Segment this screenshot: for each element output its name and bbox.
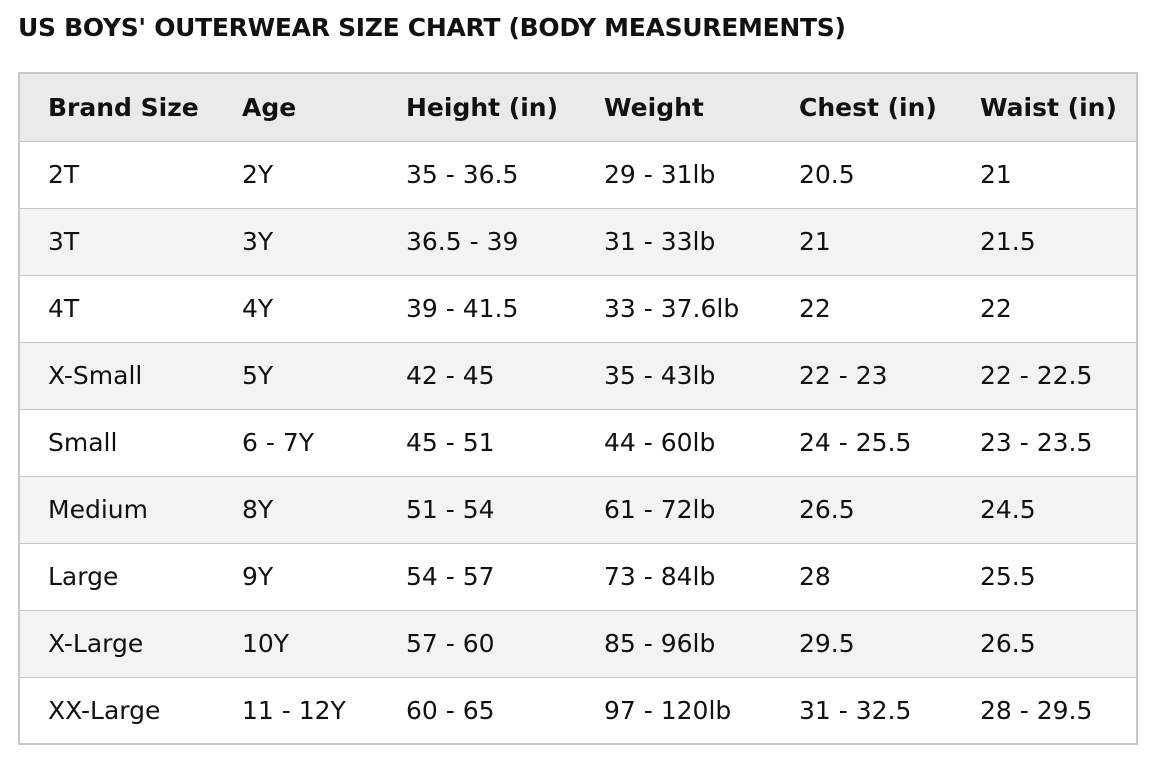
table-cell: 6 - 7Y — [214, 408, 378, 476]
table-cell: 24 - 25.5 — [771, 408, 952, 476]
table-cell: 54 - 57 — [378, 542, 576, 610]
table-cell: 3T — [19, 207, 214, 275]
table-row: X-Large 10Y 57 - 60 85 - 96lb 29.5 26.5 — [19, 609, 1137, 677]
table-cell: 25.5 — [952, 542, 1137, 610]
table-cell: XX-Large — [19, 676, 214, 744]
table-cell: Large — [19, 542, 214, 610]
table-cell: 39 - 41.5 — [378, 274, 576, 342]
table-cell: Medium — [19, 475, 214, 543]
table-cell: 22 - 23 — [771, 341, 952, 409]
header-cell: Brand Size — [19, 72, 214, 141]
table-cell: 31 - 33lb — [576, 207, 771, 275]
header-cell: Chest (in) — [771, 72, 952, 141]
table-row: 2T 2Y 35 - 36.5 29 - 31lb 20.5 21 — [19, 140, 1137, 208]
header-cell: Waist (in) — [952, 72, 1137, 141]
header-cell: Height (in) — [378, 72, 576, 141]
table-row: 4T 4Y 39 - 41.5 33 - 37.6lb 22 22 — [19, 274, 1137, 342]
table-cell: 21 — [771, 207, 952, 275]
table-cell: Small — [19, 408, 214, 476]
table-cell: 51 - 54 — [378, 475, 576, 543]
table-cell: 10Y — [214, 609, 378, 677]
table-cell: 45 - 51 — [378, 408, 576, 476]
table-cell: 21 — [952, 140, 1137, 208]
header-row: Brand Size Age Height (in) Weight Chest (in)… — [19, 72, 1137, 141]
table-cell: 26.5 — [952, 609, 1137, 677]
table-cell: 22 — [771, 274, 952, 342]
table-cell: 3Y — [214, 207, 378, 275]
table-cell: 22 - 22.5 — [952, 341, 1137, 409]
table-cell: 31 - 32.5 — [771, 676, 952, 744]
table-cell: 57 - 60 — [378, 609, 576, 677]
header-cell: Weight — [576, 72, 771, 141]
table-cell: 42 - 45 — [378, 341, 576, 409]
table-cell: 61 - 72lb — [576, 475, 771, 543]
table-cell: 35 - 36.5 — [378, 140, 576, 208]
table-cell: 24.5 — [952, 475, 1137, 543]
title: US BOYS' OUTERWEAR SIZE CHART (BODY MEAS… — [18, 13, 846, 42]
table-cell: 23 - 23.5 — [952, 408, 1137, 476]
table-cell: 26.5 — [771, 475, 952, 543]
table-cell: 11 - 12Y — [214, 676, 378, 744]
table-row: XX-Large 11 - 12Y 60 - 65 97 - 120lb 31 - 32… — [19, 676, 1137, 744]
size-table: Brand Size Age Height (in) Weight Chest (in)… — [18, 72, 1138, 745]
table-row: 3T 3Y 36.5 - 39 31 - 33lb 21 21.5 — [19, 207, 1137, 275]
table-cell: 73 - 84lb — [576, 542, 771, 610]
table-cell: 29 - 31lb — [576, 140, 771, 208]
table-cell: 9Y — [214, 542, 378, 610]
table-cell: 4T — [19, 274, 214, 342]
table-cell: 4Y — [214, 274, 378, 342]
table-cell: 21.5 — [952, 207, 1137, 275]
table-body: 2T 2Y 35 - 36.5 29 - 31lb 20.5 21 3T 3Y 36.5 - 3… — [19, 140, 1137, 744]
table-cell: 60 - 65 — [378, 676, 576, 744]
table-row: X-Small 5Y 42 - 45 35 - 43lb 22 - 23 22 - 22.… — [19, 341, 1137, 409]
table-cell: 5Y — [214, 341, 378, 409]
table-cell: 85 - 96lb — [576, 609, 771, 677]
table-cell: 2T — [19, 140, 214, 208]
table-row: Large 9Y 54 - 57 73 - 84lb 28 25.5 — [19, 542, 1137, 610]
header-cell: Age — [214, 72, 378, 141]
table-cell: 20.5 — [771, 140, 952, 208]
table-cell: 29.5 — [771, 609, 952, 677]
table-cell: 2Y — [214, 140, 378, 208]
table-cell: 28 — [771, 542, 952, 610]
table-cell: 33 - 37.6lb — [576, 274, 771, 342]
table-cell: 44 - 60lb — [576, 408, 771, 476]
table-row: Medium 8Y 51 - 54 61 - 72lb 26.5 24.5 — [19, 475, 1137, 543]
table-cell: 8Y — [214, 475, 378, 543]
table-cell: 22 — [952, 274, 1137, 342]
table-cell: X-Small — [19, 341, 214, 409]
table-cell: X-Large — [19, 609, 214, 677]
table-cell: 28 - 29.5 — [952, 676, 1137, 744]
table-cell: 36.5 - 39 — [378, 207, 576, 275]
table-cell: 35 - 43lb — [576, 341, 771, 409]
table-row: Small 6 - 7Y 45 - 51 44 - 60lb 24 - 25.5 23 -… — [19, 408, 1137, 476]
table-cell: 97 - 120lb — [576, 676, 771, 744]
